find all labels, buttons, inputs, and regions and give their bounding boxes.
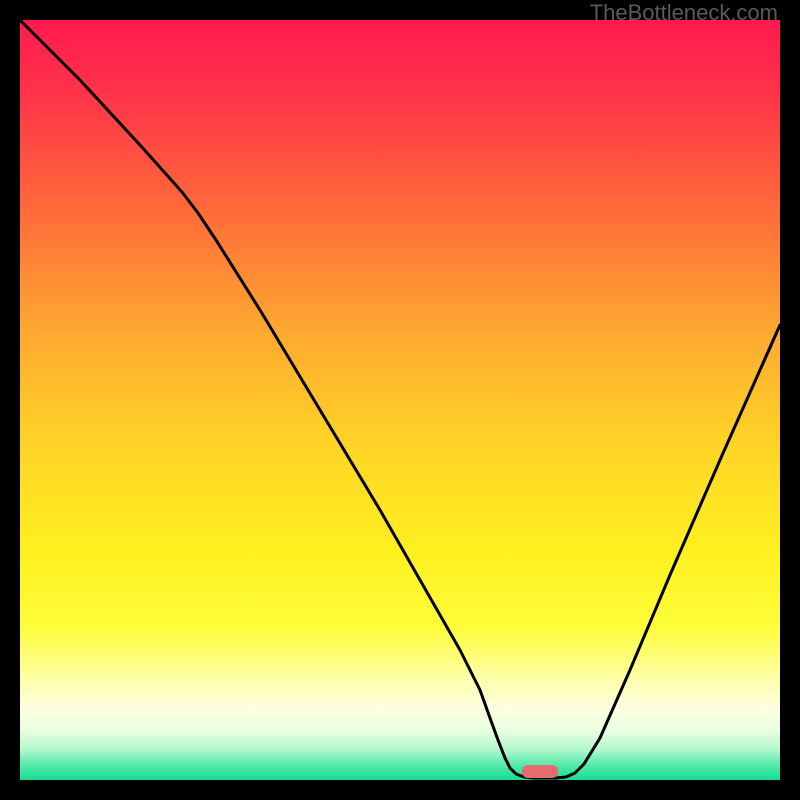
- gradient-bg-svg: [20, 20, 780, 780]
- optimum-marker: [522, 765, 558, 778]
- plot-area: [20, 20, 780, 780]
- gradient-bg-rect: [20, 20, 780, 780]
- watermark-label: TheBottleneck.com: [590, 0, 778, 26]
